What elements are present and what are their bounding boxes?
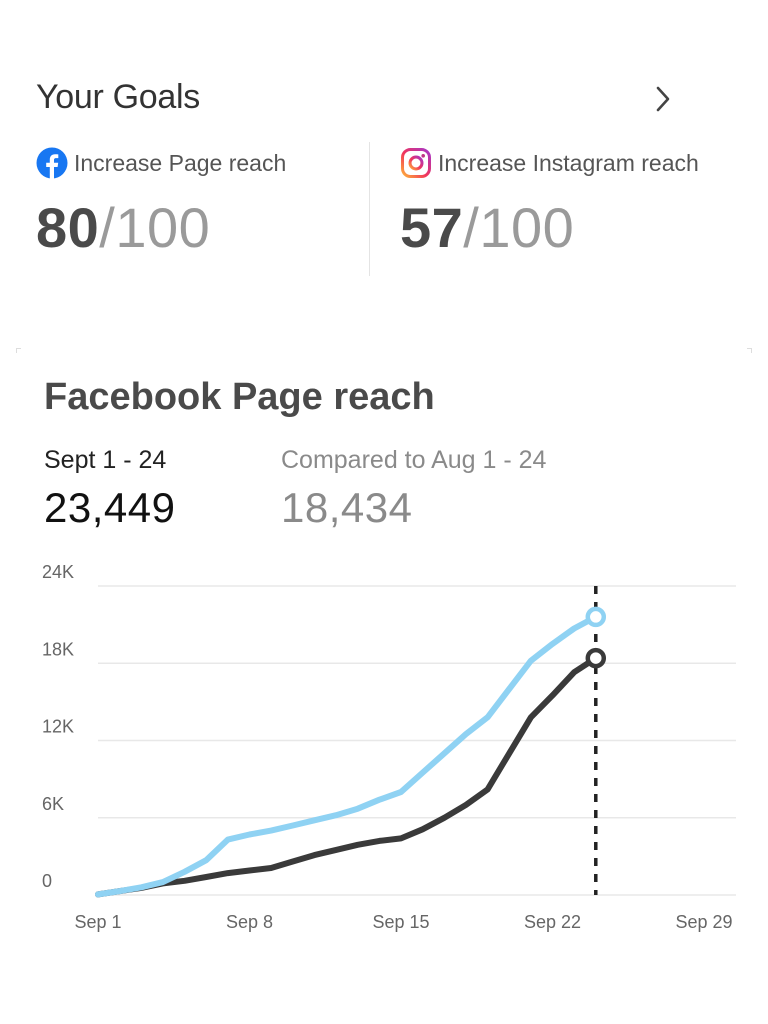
- x-axis: Sep 1 Sep 8 Sep 15 Sep 22 Sep 29: [74, 912, 732, 932]
- instagram-icon: [401, 148, 431, 178]
- facebook-icon: [36, 147, 68, 179]
- current-period-line-end-point: [585, 606, 607, 628]
- goal-score-total: 100: [115, 196, 211, 259]
- compare-reach-value: 18,434: [281, 484, 413, 531]
- goals-header[interactable]: Your Goals: [36, 78, 716, 122]
- y-tick-label: 0: [42, 871, 52, 891]
- x-tick-label: Sep 29: [675, 912, 732, 932]
- goal-score-total: 100: [479, 196, 575, 259]
- current-period-line: [95, 613, 599, 898]
- goal-instagram-reach[interactable]: Increase Instagram reach 57/100: [400, 145, 740, 275]
- y-tick-label: 6K: [42, 794, 64, 814]
- current-period-label: Sept 1 - 24: [44, 446, 167, 474]
- chevron-right-icon[interactable]: [648, 82, 676, 116]
- previous-period-line-end-point: [585, 647, 607, 669]
- card-corner: [747, 348, 752, 353]
- chart-series: [95, 606, 607, 898]
- goal-score-value: 57: [400, 196, 464, 259]
- goals-title: Your Goals: [36, 78, 200, 116]
- x-tick-label: Sep 22: [524, 912, 581, 932]
- y-tick-label: 18K: [42, 639, 74, 659]
- page-reach-card: Facebook Page reach Sept 1 - 24 23,449 C…: [16, 348, 752, 968]
- previous-period-line: [95, 655, 599, 898]
- chart-grid: [98, 585, 736, 896]
- goal-score: 80/100: [36, 195, 366, 260]
- y-tick-label: 12K: [42, 717, 74, 737]
- goal-score: 57/100: [400, 195, 740, 260]
- goal-divider: [369, 142, 370, 276]
- goal-label: Increase Page reach: [74, 149, 287, 176]
- goal-score-separator: /: [99, 196, 116, 259]
- goal-label: Increase Instagram reach: [438, 149, 699, 176]
- x-tick-label: Sep 1: [74, 912, 121, 932]
- x-tick-label: Sep 15: [372, 912, 429, 932]
- goal-score-value: 80: [36, 196, 100, 259]
- compare-period-label: Compared to Aug 1 - 24: [281, 446, 547, 474]
- y-tick-label: 24K: [42, 562, 74, 582]
- reach-title: Facebook Page reach: [44, 376, 435, 418]
- x-tick-label: Sep 8: [226, 912, 273, 932]
- y-axis: 0 6K 12K 18K 24K: [42, 562, 74, 891]
- card-corner: [16, 348, 21, 353]
- current-reach-value: 23,449: [44, 484, 176, 531]
- goal-page-reach[interactable]: Increase Page reach 80/100: [36, 145, 366, 275]
- goal-score-separator: /: [463, 196, 480, 259]
